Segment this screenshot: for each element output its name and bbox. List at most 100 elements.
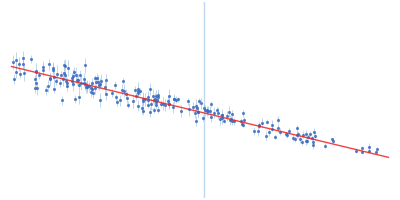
Point <box>103 79 109 82</box>
Point <box>117 99 124 102</box>
Point <box>20 57 26 60</box>
Point <box>148 102 154 106</box>
Point <box>310 144 316 147</box>
Point <box>51 75 58 78</box>
Point <box>125 103 131 106</box>
Point <box>137 90 144 93</box>
Point <box>135 92 141 95</box>
Point <box>202 109 208 112</box>
Point <box>166 102 172 105</box>
Point <box>64 67 71 70</box>
Point <box>208 115 214 118</box>
Point <box>88 86 94 90</box>
Point <box>305 135 311 138</box>
Point <box>310 130 317 133</box>
Point <box>64 81 70 84</box>
Point <box>64 84 70 88</box>
Point <box>84 85 90 89</box>
Point <box>193 104 200 107</box>
Point <box>32 82 39 85</box>
Point <box>240 112 246 115</box>
Point <box>207 102 214 105</box>
Point <box>83 84 90 88</box>
Point <box>330 139 336 142</box>
Point <box>218 114 225 117</box>
Point <box>264 120 270 123</box>
Point <box>60 63 67 67</box>
Point <box>294 126 301 130</box>
Point <box>286 129 292 133</box>
Point <box>214 109 220 112</box>
Point <box>170 106 177 109</box>
Point <box>53 79 59 82</box>
Point <box>308 137 315 140</box>
Point <box>33 69 39 72</box>
Point <box>263 134 270 137</box>
Point <box>178 109 184 113</box>
Point <box>239 122 245 125</box>
Point <box>228 118 234 121</box>
Point <box>95 84 102 87</box>
Point <box>20 63 26 66</box>
Point <box>97 98 104 102</box>
Point <box>92 77 98 80</box>
Point <box>275 118 282 121</box>
Point <box>171 98 177 101</box>
Point <box>229 112 235 115</box>
Point <box>298 140 305 144</box>
Point <box>62 64 68 67</box>
Point <box>84 85 91 88</box>
Point <box>300 133 306 136</box>
Point <box>47 78 53 81</box>
Point <box>114 101 120 104</box>
Point <box>60 77 66 80</box>
Point <box>31 87 38 90</box>
Point <box>166 102 173 106</box>
Point <box>112 83 119 86</box>
Point <box>145 95 151 99</box>
Point <box>310 140 316 143</box>
Point <box>139 106 146 110</box>
Point <box>192 112 198 115</box>
Point <box>269 127 275 130</box>
Point <box>227 118 233 121</box>
Point <box>145 98 151 101</box>
Point <box>74 78 81 81</box>
Point <box>49 67 56 70</box>
Point <box>122 93 129 96</box>
Point <box>120 80 126 83</box>
Point <box>61 71 67 74</box>
Point <box>69 76 76 79</box>
Point <box>82 83 88 86</box>
Point <box>72 73 79 76</box>
Point <box>97 82 103 85</box>
Point <box>150 99 157 102</box>
Point <box>69 75 76 78</box>
Point <box>201 106 207 110</box>
Point <box>31 78 38 81</box>
Point <box>307 133 314 136</box>
Point <box>366 145 372 148</box>
Point <box>353 149 360 152</box>
Point <box>241 119 248 122</box>
Point <box>290 136 296 139</box>
Point <box>36 73 42 77</box>
Point <box>166 94 172 97</box>
Point <box>196 100 202 103</box>
Point <box>140 97 146 100</box>
Point <box>158 102 164 106</box>
Point <box>174 98 181 101</box>
Point <box>77 74 83 77</box>
Point <box>11 77 18 81</box>
Point <box>147 87 154 90</box>
Point <box>81 82 88 85</box>
Point <box>255 129 261 133</box>
Point <box>88 91 94 94</box>
Point <box>58 73 65 77</box>
Point <box>78 81 84 84</box>
Point <box>321 144 328 147</box>
Point <box>134 89 141 93</box>
Point <box>224 115 230 118</box>
Point <box>297 137 303 140</box>
Point <box>76 95 82 99</box>
